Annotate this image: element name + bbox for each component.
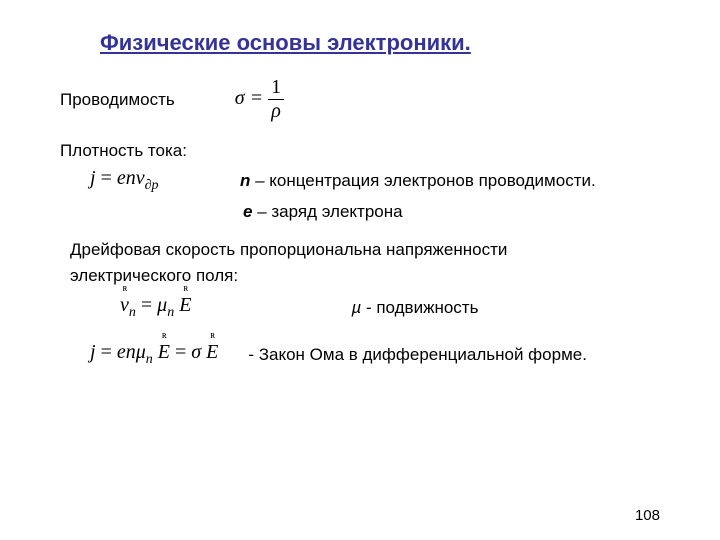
mu-var: µ [351,298,361,317]
drift-formula-row: ʀ ν n = μn ʀ E µ - подвижность [120,294,670,321]
v-eq: = [136,294,157,316]
j-formula-row: j = enν∂р n – концентрация электронов пр… [60,167,670,194]
j1-sub: ∂р [145,178,159,193]
conductivity-label: Проводимость [60,90,175,110]
v-E: E [179,294,191,316]
j2-sigma: σ [191,341,201,363]
v-E-vec-arrow-icon: ʀ [179,283,191,294]
j2-eq2: = [170,341,191,363]
conductivity-row: Проводимость σ = 1 ρ [60,76,670,123]
j1-en: en [117,167,136,189]
v-mu-sub: n [167,305,174,320]
v-formula: ʀ ν n = μn ʀ E [120,294,191,321]
sigma-formula: σ = 1 ρ [235,76,284,123]
drift-text-1: Дрейфовая скорость пропорциональна напря… [70,240,670,260]
j2-eq1: = [96,341,117,363]
ohm-law-row: j = enμn ʀ E = σ ʀ E - Закон Ома в диффе… [90,341,670,368]
j2-E2-vec-wrap: ʀ E [206,341,218,364]
sigma-eq-text: σ = [235,87,263,109]
drift-text-2: электрического поля: [70,266,670,286]
j2-E1-vec-wrap: ʀ E [158,341,170,364]
n-var: n [240,171,250,190]
page-number: 108 [635,507,660,524]
v-sub-n: n [129,305,136,320]
j1-formula: j = enν∂р [90,167,210,194]
ohm-desc-text: - Закон Ома в дифференциальной форме. [248,345,587,365]
sigma-denominator: ρ [268,100,284,123]
j1-eq: = [96,167,117,189]
e-description-line: e – заряд электрона [243,202,670,222]
v-vec-wrap: ʀ ν [120,294,129,317]
sigma-numerator: 1 [268,76,284,100]
v-lhs: ν [120,294,129,316]
slide-container: Физические основы электроники. Проводимо… [0,0,720,540]
n-desc-text: – концентрация электронов проводимости. [250,171,595,190]
j2-E1-vec-arrow-icon: ʀ [158,330,170,341]
current-density-label: Плотность тока: [60,141,670,161]
v-vec-arrow-icon: ʀ [120,283,129,294]
slide-title: Физические основы электроники. [100,30,670,56]
j2-E2-vec-arrow-icon: ʀ [206,330,218,341]
j2-E1: E [158,341,170,363]
v-mu: μ [157,294,167,316]
e-desc-text: – заряд электрона [252,202,402,221]
j2-formula: j = enμn ʀ E = σ ʀ E [90,341,218,368]
n-description-line: n – концентрация электронов проводимости… [240,171,596,191]
j2-sub-n: n [146,352,153,367]
sigma-fraction: 1 ρ [268,76,284,123]
j2-enmu: enμ [117,341,146,363]
mu-description: µ - подвижность [351,298,478,318]
j2-E2: E [206,341,218,363]
v-E-vec-wrap: ʀ E [179,294,191,317]
j1-v: ν [136,167,145,189]
drift-section: Дрейфовая скорость пропорциональна напря… [70,240,670,286]
mu-desc-text: - подвижность [361,298,478,317]
